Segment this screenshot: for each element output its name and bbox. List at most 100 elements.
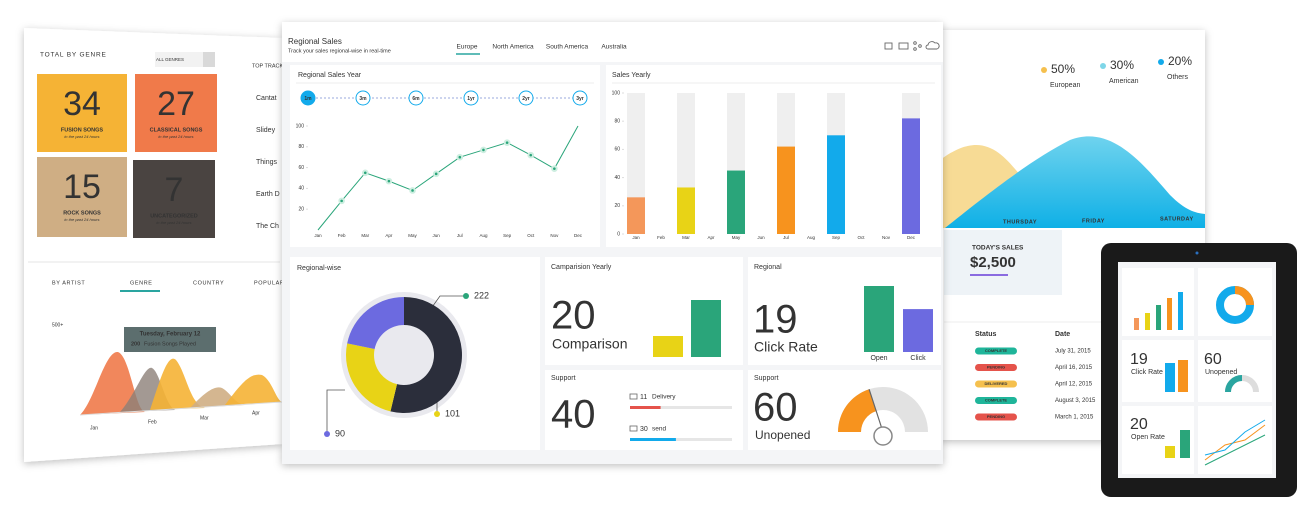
mini-card bbox=[1198, 340, 1272, 402]
x-label: Mar bbox=[200, 415, 209, 421]
tab[interactable]: COUNTRY bbox=[193, 280, 224, 286]
x-tick-label: Nov bbox=[882, 235, 891, 240]
range-button[interactable] bbox=[572, 90, 588, 106]
tile-note: in the past 24 hours bbox=[64, 134, 99, 139]
track-name[interactable]: Things bbox=[256, 159, 278, 166]
value-label: 90 bbox=[335, 428, 345, 438]
bar bbox=[691, 300, 721, 357]
range-button[interactable] bbox=[408, 90, 424, 106]
sales-box bbox=[944, 230, 1062, 295]
x-tick-label: Nov bbox=[550, 233, 559, 238]
region-tab[interactable]: Australia bbox=[601, 44, 627, 51]
card bbox=[545, 370, 743, 450]
legend-dot bbox=[1158, 59, 1164, 65]
track-name[interactable]: The Ch bbox=[256, 223, 279, 230]
status-pill bbox=[975, 397, 1017, 404]
range-label[interactable]: 1m bbox=[304, 96, 312, 102]
card-title: Regional-wise bbox=[297, 265, 341, 272]
point bbox=[338, 197, 345, 205]
mini-label: Click Rate bbox=[1131, 369, 1163, 376]
status-text: COMPLETE bbox=[985, 348, 1008, 353]
region-tab[interactable]: North America bbox=[492, 44, 534, 51]
y-tick-label: 100 bbox=[612, 90, 621, 96]
x-tick-label: Feb bbox=[657, 235, 665, 240]
legend-label: European bbox=[1050, 82, 1080, 89]
area-peak bbox=[225, 374, 282, 405]
range-label[interactable]: 2yr bbox=[522, 96, 530, 102]
y-tick-label: 80 bbox=[298, 144, 304, 150]
toolbar-icons[interactable] bbox=[884, 41, 940, 51]
filter-arrow[interactable] bbox=[203, 52, 215, 67]
legend-label: Others bbox=[1167, 74, 1189, 81]
gauge-needle bbox=[868, 389, 884, 433]
range-label[interactable]: 1yr bbox=[467, 96, 475, 102]
status-pill bbox=[975, 347, 1017, 355]
y-tick-label: 80 bbox=[614, 119, 620, 125]
card-title: Support bbox=[754, 375, 779, 382]
big-label: Unopened bbox=[755, 428, 810, 442]
x-tick-label: Aug bbox=[807, 235, 816, 240]
region-tab[interactable]: Europe bbox=[457, 44, 478, 51]
range-button[interactable] bbox=[518, 90, 534, 106]
range-label[interactable]: 3m bbox=[359, 96, 367, 102]
tab[interactable]: GENRE bbox=[130, 280, 153, 286]
x-tick-label: May bbox=[732, 235, 741, 240]
x-tick-label: May bbox=[408, 233, 417, 238]
line bbox=[317, 125, 579, 231]
track-name[interactable]: Earth D bbox=[256, 191, 280, 198]
day-label: SATURDAY bbox=[1160, 216, 1194, 222]
legend-value: 20% bbox=[1168, 54, 1192, 68]
x-tick-label: Open bbox=[870, 355, 887, 362]
big-number: 20 bbox=[551, 294, 596, 338]
tile-label: FUSION SONGS bbox=[61, 127, 104, 133]
tile bbox=[37, 74, 127, 152]
range-button[interactable] bbox=[355, 90, 371, 106]
bar bbox=[727, 170, 745, 234]
y-tick-label: 0 bbox=[617, 231, 620, 237]
y-tick-label: 20 bbox=[298, 207, 304, 213]
progress-bar bbox=[630, 438, 676, 441]
filter-label[interactable]: ALL GENRES bbox=[156, 57, 184, 62]
main-dashboard: Regional Sales Track your sales regional-… bbox=[282, 22, 943, 464]
row-label: Delivery bbox=[652, 394, 676, 401]
donut-segment bbox=[345, 343, 397, 412]
region-tab[interactable]: South America bbox=[546, 44, 589, 51]
range-label[interactable]: 3yr bbox=[576, 96, 584, 102]
range-button[interactable] bbox=[463, 90, 479, 106]
tab[interactable]: POPULAR bbox=[254, 280, 285, 286]
legend-dot bbox=[1100, 63, 1106, 69]
card-title: Regional Sales Year bbox=[298, 72, 362, 79]
tile-note: in the past 24 hours bbox=[156, 220, 191, 225]
tile-note: in the past 24 hours bbox=[158, 134, 193, 139]
row-count: 30 bbox=[640, 426, 648, 433]
big-label: Comparison bbox=[552, 336, 627, 352]
x-label: Apr bbox=[252, 410, 260, 416]
range-button[interactable] bbox=[300, 90, 316, 106]
donut-segment bbox=[347, 297, 404, 349]
point bbox=[385, 177, 393, 185]
track-name[interactable]: Cantat bbox=[256, 95, 277, 102]
progress-track bbox=[630, 438, 732, 441]
value-label: 101 bbox=[445, 408, 460, 418]
x-tick-label: Feb bbox=[338, 233, 346, 238]
tile bbox=[135, 74, 217, 152]
progress-track bbox=[630, 406, 732, 409]
bar bbox=[653, 336, 683, 357]
legend-value: 50% bbox=[1051, 62, 1075, 76]
status-text: COMPLETE bbox=[985, 398, 1008, 403]
x-tick-label: Oct bbox=[857, 235, 865, 240]
x-tick-label: Oct bbox=[527, 233, 535, 238]
axis-line bbox=[79, 401, 283, 416]
tab[interactable]: BY ARTIST bbox=[52, 280, 85, 286]
y-tick-label: 20 bbox=[614, 203, 620, 209]
page-subtitle: Track your sales regional-wise in real-t… bbox=[288, 48, 391, 54]
bar bbox=[902, 118, 920, 234]
y-tick-label: 40 bbox=[298, 186, 304, 192]
bar bbox=[864, 286, 894, 352]
point bbox=[551, 165, 558, 172]
range-label[interactable]: 6m bbox=[412, 96, 420, 102]
track-name[interactable]: Slidey bbox=[256, 127, 276, 134]
filter-box[interactable] bbox=[155, 52, 215, 67]
